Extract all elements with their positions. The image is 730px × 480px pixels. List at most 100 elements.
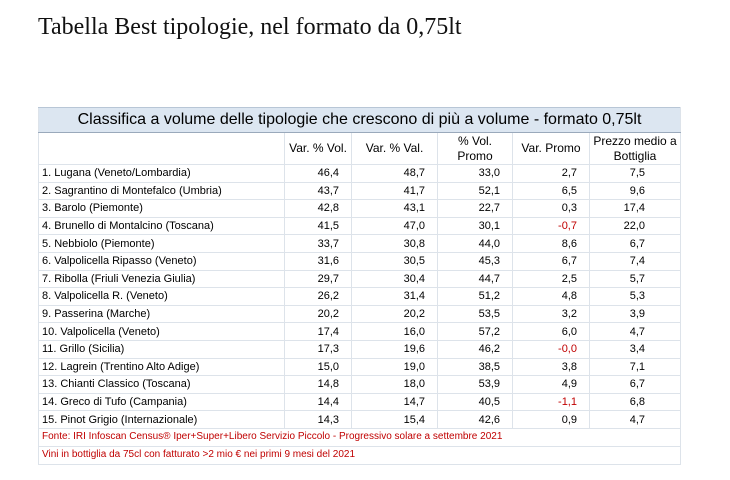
row-price: 4,7 (589, 322, 681, 341)
row-var-val: 47,0 (351, 216, 438, 236)
row-var-promo: 6,7 (512, 251, 590, 271)
table-row: 8. Valpolicella R. (Veneto) 26,2 31,4 51,2 4… (38, 287, 681, 306)
row-vol-promo: 40,5 (437, 392, 513, 412)
table-row: 9. Passerina (Marche) 20,2 20,2 53,5 3,2 3,9 (38, 304, 681, 324)
table-row: 5. Nebbiolo (Piemonte) 33,7 30,8 44,0 8,6 6,7 (38, 234, 681, 253)
row-vol-promo: 22,7 (437, 199, 513, 218)
row-var-promo: -0,7 (512, 216, 590, 236)
row-price: 6,8 (589, 392, 681, 412)
scope-note-row: Vini in bottiglia da 75cl con fatturato … (38, 445, 681, 465)
row-name: 2. Sagrantino di Montefalco (Umbria) (38, 181, 285, 201)
table-row: 13. Chianti Classico (Toscana) 14,8 18,0 53… (38, 375, 681, 394)
row-price: 7,5 (589, 164, 681, 183)
row-name: 1. Lugana (Veneto/Lombardia) (38, 164, 285, 183)
source-note-row: Fonte: IRI Infoscan Census® Iper+Super+L… (38, 427, 681, 447)
row-price: 7,1 (589, 357, 681, 377)
row-var-vol: 14,3 (284, 410, 352, 429)
row-vol-promo: 30,1 (437, 216, 513, 236)
row-var-vol: 26,2 (284, 287, 352, 306)
source-note: Fonte: IRI Infoscan Census® Iper+Super+L… (38, 427, 681, 447)
table-header-row: Var. % Vol. Var. % Val. % Vol. Promo Var… (38, 132, 681, 165)
row-price: 9,6 (589, 181, 681, 201)
header-var-promo: Var. Promo (512, 132, 590, 165)
row-var-vol: 15,0 (284, 357, 352, 377)
row-var-vol: 46,4 (284, 164, 352, 183)
row-var-promo: -0,0 (512, 339, 590, 359)
table-row: 10. Valpolicella (Veneto) 17,4 16,0 57,2 6,0… (38, 322, 681, 341)
row-price: 6,7 (589, 234, 681, 253)
row-var-val: 30,4 (351, 269, 438, 289)
row-var-val: 41,7 (351, 181, 438, 201)
scope-note: Vini in bottiglia da 75cl con fatturato … (38, 445, 681, 465)
row-name: 3. Barolo (Piemonte) (38, 199, 285, 218)
row-price: 4,7 (589, 410, 681, 429)
row-vol-promo: 45,3 (437, 251, 513, 271)
row-price: 7,4 (589, 251, 681, 271)
row-var-promo: 3,2 (512, 304, 590, 324)
row-price: 5,3 (589, 287, 681, 306)
row-var-val: 15,4 (351, 410, 438, 429)
row-var-vol: 17,3 (284, 339, 352, 359)
row-var-vol: 20,2 (284, 304, 352, 324)
row-var-val: 43,1 (351, 199, 438, 218)
row-var-val: 30,8 (351, 234, 438, 253)
row-var-vol: 33,7 (284, 234, 352, 253)
row-var-val: 14,7 (351, 392, 438, 412)
table-row: 12. Lagrein (Trentino Alto Adige) 15,0 19,… (38, 357, 681, 377)
table-row: 3. Barolo (Piemonte) 42,8 43,1 22,7 0,3 17,4 (38, 199, 681, 218)
wine-ranking-table: Classifica a volume delle tipologie che … (38, 107, 681, 465)
row-name: 9. Passerina (Marche) (38, 304, 285, 324)
row-var-promo: 3,8 (512, 357, 590, 377)
row-vol-promo: 33,0 (437, 164, 513, 183)
row-var-val: 16,0 (351, 322, 438, 341)
table-row: 14. Greco di Tufo (Campania) 14,4 14,7 40,5… (38, 392, 681, 412)
header-var-vol: Var. % Vol. (284, 132, 352, 165)
row-vol-promo: 44,0 (437, 234, 513, 253)
row-price: 3,9 (589, 304, 681, 324)
row-name: 14. Greco di Tufo (Campania) (38, 392, 285, 412)
row-var-promo: 0,9 (512, 410, 590, 429)
row-var-promo: 4,8 (512, 287, 590, 306)
row-name: 6. Valpolicella Ripasso (Veneto) (38, 251, 285, 271)
document-title: Tabella Best tipologie, nel formato da 0… (38, 14, 462, 40)
header-name (38, 132, 285, 165)
row-var-promo: -1,1 (512, 392, 590, 412)
row-name: 8. Valpolicella R. (Veneto) (38, 287, 285, 306)
row-var-val: 18,0 (351, 375, 438, 394)
row-name: 4. Brunello di Montalcino (Toscana) (38, 216, 285, 236)
row-var-vol: 42,8 (284, 199, 352, 218)
row-name: 10. Valpolicella (Veneto) (38, 322, 285, 341)
header-price: Prezzo medio a Bottiglia (589, 132, 681, 165)
row-vol-promo: 53,9 (437, 375, 513, 394)
row-var-promo: 4,9 (512, 375, 590, 394)
row-vol-promo: 51,2 (437, 287, 513, 306)
row-name: 5. Nebbiolo (Piemonte) (38, 234, 285, 253)
row-vol-promo: 42,6 (437, 410, 513, 429)
row-price: 3,4 (589, 339, 681, 359)
row-var-promo: 0,3 (512, 199, 590, 218)
row-name: 13. Chianti Classico (Toscana) (38, 375, 285, 394)
table-row: 1. Lugana (Veneto/Lombardia) 46,4 48,7 33,0… (38, 164, 681, 183)
table-row: 4. Brunello di Montalcino (Toscana) 41,5 4… (38, 216, 681, 236)
table-caption: Classifica a volume delle tipologie che … (38, 107, 681, 133)
row-price: 5,7 (589, 269, 681, 289)
row-vol-promo: 44,7 (437, 269, 513, 289)
table-row: 6. Valpolicella Ripasso (Veneto) 31,6 30,5… (38, 251, 681, 271)
row-name: 11. Grillo (Sicilia) (38, 339, 285, 359)
row-var-promo: 6,5 (512, 181, 590, 201)
row-var-vol: 43,7 (284, 181, 352, 201)
row-var-vol: 31,6 (284, 251, 352, 271)
row-var-promo: 6,0 (512, 322, 590, 341)
row-var-vol: 14,8 (284, 375, 352, 394)
row-name: 7. Ribolla (Friuli Venezia Giulia) (38, 269, 285, 289)
header-var-val: Var. % Val. (351, 132, 438, 165)
row-var-promo: 2,7 (512, 164, 590, 183)
row-vol-promo: 46,2 (437, 339, 513, 359)
row-var-val: 20,2 (351, 304, 438, 324)
row-var-vol: 17,4 (284, 322, 352, 341)
row-var-promo: 8,6 (512, 234, 590, 253)
row-vol-promo: 57,2 (437, 322, 513, 341)
row-vol-promo: 53,5 (437, 304, 513, 324)
row-var-val: 19,0 (351, 357, 438, 377)
table-row: 11. Grillo (Sicilia) 17,3 19,6 46,2 -0,0 3,4 (38, 339, 681, 359)
